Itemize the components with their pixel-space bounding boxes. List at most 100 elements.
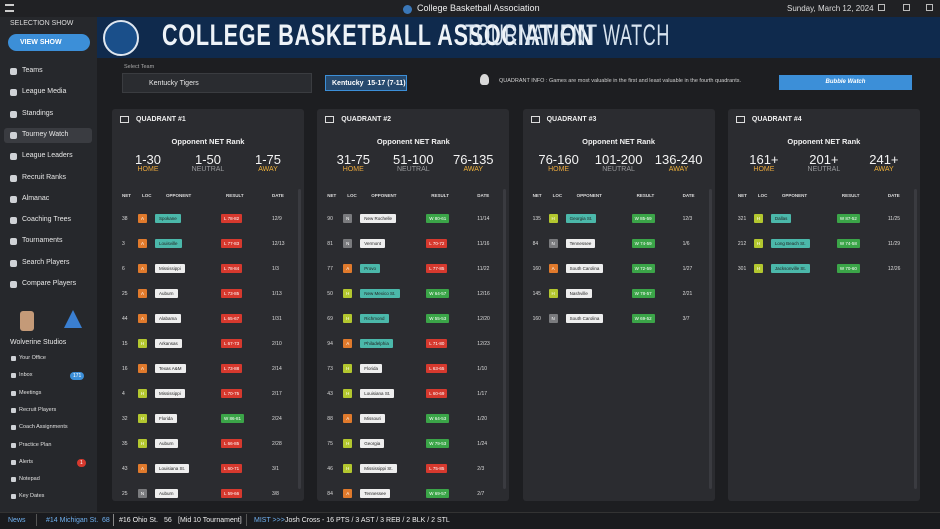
nav-item[interactable]: Tourney Watch — [4, 127, 92, 143]
game-date: 12/26 — [887, 266, 901, 272]
window-control[interactable] — [926, 4, 933, 11]
nav-label: Almanac — [22, 194, 50, 202]
nav-icon — [10, 131, 17, 139]
opponent-tag[interactable]: Georgia St. — [565, 214, 597, 223]
opponent-tag[interactable]: Auburn — [155, 439, 178, 448]
office-item[interactable]: Key Dates — [19, 493, 45, 500]
result-badge: L 77-83 — [221, 239, 243, 248]
net-rank: 88 — [327, 416, 333, 422]
opponent-tag[interactable]: Mississippi St. — [360, 464, 397, 473]
opponent-tag[interactable]: Vermont — [360, 239, 386, 248]
nav-item[interactable]: Teams — [4, 64, 92, 79]
location-badge: N — [343, 214, 353, 223]
office-item[interactable]: Coach Assignments — [19, 424, 68, 431]
result-badge: W 70-60 — [836, 264, 860, 273]
nav-item[interactable]: Recruit Ranks — [4, 171, 92, 186]
opponent-tag[interactable]: Louisiana St. — [155, 464, 190, 473]
nav-label: Recruit Ranks — [22, 173, 66, 181]
nav-label: League Leaders — [22, 152, 73, 160]
opponent-tag[interactable]: Auburn — [155, 289, 178, 298]
opponent-tag[interactable]: Jacksonville St. — [770, 264, 810, 273]
opponent-tag[interactable]: New Rochelle — [360, 214, 397, 223]
nav-icon — [10, 238, 17, 246]
team-select[interactable]: Kentucky Tigers — [122, 73, 312, 93]
opponent-tag[interactable]: Tennessee — [565, 239, 596, 248]
opponent-tag[interactable]: Florida — [360, 364, 383, 373]
window-control[interactable] — [878, 4, 885, 11]
opponent-tag[interactable]: Florida — [155, 414, 177, 423]
opponent-tag[interactable]: Dallas — [770, 214, 792, 223]
opponent-tag[interactable]: New Mexico St. — [360, 289, 400, 298]
location-badge: A — [138, 214, 147, 223]
nav-item[interactable]: League Leaders — [4, 149, 92, 164]
opponent-tag[interactable]: Texas A&M — [155, 364, 186, 373]
opponent-tag[interactable]: Philadelphia — [360, 339, 393, 348]
office-item[interactable]: Notepad — [19, 476, 40, 483]
game-date: 12/3 — [682, 216, 693, 222]
opponent-tag[interactable]: Spokane — [155, 214, 181, 223]
result-badge: W 78-57 — [631, 289, 655, 298]
net-rank: 135 — [532, 216, 541, 222]
opponent-tag[interactable]: Louisville — [155, 239, 182, 248]
range: 1-75 — [254, 152, 282, 167]
office-item[interactable]: Alerts — [19, 458, 34, 465]
nav-icon — [10, 153, 17, 161]
window-control[interactable] — [903, 4, 910, 11]
opponent-tag[interactable]: South Carolina — [565, 264, 604, 273]
office-item[interactable]: Inbox — [19, 372, 33, 379]
location-badge: H — [343, 464, 353, 473]
game-date: 1/3 — [272, 266, 279, 272]
range-location: AWAY — [874, 166, 894, 173]
studio-name: Wolverine Studios — [10, 339, 67, 346]
badge: 171 — [70, 372, 85, 381]
column-header: LOC — [552, 193, 563, 198]
opponent-tag[interactable]: Missouri — [360, 414, 386, 423]
office-item[interactable]: Practice Plan — [19, 441, 52, 448]
opponent-tag[interactable]: Richmond — [360, 314, 389, 323]
opponent-tag[interactable]: Georgia — [360, 439, 385, 448]
opponent-tag[interactable]: Alabama — [155, 314, 181, 323]
location-badge: N — [548, 239, 558, 248]
menu-icon[interactable] — [5, 4, 14, 12]
net-rank: 90 — [327, 216, 333, 222]
result-badge: W 74-59 — [631, 239, 655, 248]
office-item[interactable]: Recruit Players — [19, 406, 57, 413]
scrollbar — [298, 189, 301, 489]
nav-item[interactable]: Almanac — [4, 192, 92, 207]
game-date: 1/17 — [477, 391, 488, 397]
opponent-tag[interactable]: Tennessee — [360, 489, 391, 498]
opponent-tag[interactable]: South Carolina — [565, 314, 604, 323]
nav-item[interactable]: Coaching Trees — [4, 213, 92, 228]
opponent-tag[interactable]: Long Beach St. — [770, 239, 810, 248]
view-show-button[interactable]: VIEW SHOW — [8, 34, 90, 51]
opponent-tag[interactable]: Auburn — [155, 489, 178, 498]
grid-icon — [735, 116, 745, 123]
game-date: 2/24 — [272, 416, 282, 422]
office-icon — [11, 356, 16, 361]
nav-item[interactable]: Compare Players — [4, 277, 92, 292]
game-date: 11/29 — [887, 241, 901, 247]
location-badge: A — [343, 489, 353, 498]
net-rank: 73 — [327, 366, 333, 372]
opponent-tag[interactable]: Louisiana St. — [360, 389, 395, 398]
info-icon — [480, 74, 489, 85]
nav-item[interactable]: League Media — [4, 85, 92, 100]
opponent-tag[interactable]: Provo — [360, 264, 381, 273]
office-item[interactable]: Your Office — [19, 355, 46, 361]
location-badge: N — [343, 239, 353, 248]
net-rank: 321 — [737, 216, 747, 222]
nav-item[interactable]: Standings — [4, 107, 92, 122]
bubble-watch-button[interactable]: Bubble Watch — [779, 75, 912, 90]
net-rank: 160 — [532, 316, 541, 322]
range: 31-75 — [336, 152, 370, 167]
nav-item[interactable]: Tournaments — [4, 234, 92, 249]
nav-item[interactable]: Search Players — [4, 256, 92, 271]
opponent-tag[interactable]: Arkansas — [155, 339, 182, 348]
opponent-tag[interactable]: Mississippi — [155, 389, 185, 398]
quadrant-title: QUADRANT #1 — [136, 116, 186, 123]
opponent-tag[interactable]: Mississippi — [155, 264, 185, 273]
game-date: 11/16 — [477, 241, 490, 247]
net-rank: 25 — [122, 291, 128, 297]
opponent-tag[interactable]: Nashville — [565, 289, 592, 298]
office-item[interactable]: Meetings — [19, 389, 42, 396]
